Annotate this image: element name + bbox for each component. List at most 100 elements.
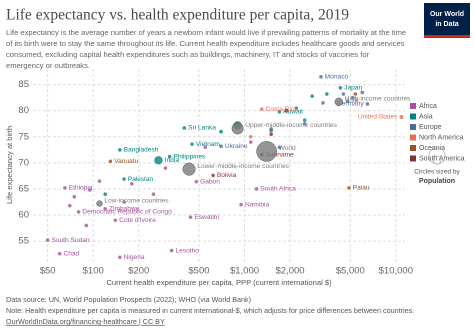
point-label: Pakistan [128,176,154,183]
x-tick-label: $2,000 [276,266,305,277]
legend-label: Oceania [419,145,445,152]
x-tick-label: $100 [83,266,104,277]
point [319,75,323,79]
subtitle-line: Life expectancy is the average number of… [6,28,406,37]
point-label: Zimbabwe [109,206,140,213]
point-label: Costa Rica [266,106,299,113]
y-tick-label: 60 [18,210,29,221]
point-label: Vietnam [196,141,221,148]
point [182,126,187,130]
point [108,159,113,164]
aggregate-bubble [182,162,196,176]
point-label: Palau [353,185,370,192]
point [76,210,81,214]
size-legend-circle [432,155,442,165]
point [103,192,107,196]
point [269,127,273,131]
point [325,92,329,96]
point [122,200,126,204]
legend-swatch [410,103,416,109]
legend-swatch [410,155,416,162]
point [188,215,193,219]
point [163,166,168,170]
point-label: Ethiopia [69,185,93,192]
x-tick-label: $5,000 [336,266,365,277]
x-tick-label: $500 [188,266,209,277]
point [167,154,172,159]
point [294,106,299,110]
size-legend-title: Circles sized by [414,169,460,176]
y-tick-label: 80 [18,105,29,116]
point-label: Cote d'Ivoire [119,217,156,224]
y-tick-label: 85 [18,79,29,90]
point-label: Upper-middle-income countries [245,122,337,129]
point-label: South Sudan [51,237,89,244]
point [353,92,358,96]
point [169,248,174,253]
point-label: Lesotho [175,247,199,254]
legend-swatch [410,134,416,141]
point-label: Germany [337,101,365,108]
link[interactable]: OurWorldInData.org/financing-healthcare … [6,317,165,326]
point-label: Japan [344,85,362,92]
logo-text: Our World [430,11,464,18]
point-label: United States [358,114,398,121]
point [347,186,351,190]
point-label: Eswatini [194,214,219,221]
note: Note: Health expenditure per capita is m… [6,306,414,315]
x-tick-label: $1,000 [230,266,259,277]
point [154,156,163,165]
point-label: Kuwait [283,109,303,116]
legend-swatch [410,124,416,130]
subtitle-line: emergency or outbreaks. [6,61,90,70]
point [302,118,307,122]
point [151,192,156,196]
point-label: South Africa [260,186,296,193]
logo-bar [424,35,470,38]
point-label: Gabon [200,178,220,185]
point-label: Namibia [245,201,270,208]
point-label: India [165,157,180,164]
point [345,99,350,104]
point [72,194,77,199]
point-label: Bolivia [217,172,237,179]
point [351,95,355,100]
point-label: Monaco [325,74,349,81]
legend-label: North America [419,134,463,141]
point-label: World [279,145,296,152]
point-label: Bangladesh [124,147,159,154]
point [219,144,223,148]
point-label: Suriname [266,151,295,158]
point-label: Lower-middle-income countries [197,163,289,170]
point [302,121,307,126]
point [122,177,126,181]
point [118,148,122,152]
logo-box [424,3,470,38]
point [360,90,365,95]
point [219,129,223,134]
point [84,223,89,228]
x-tick-label: $10,000 [379,266,413,277]
y-tick-label: 75 [18,131,29,142]
point [354,98,359,103]
logo-text: in Data [435,21,458,28]
legend-label: South America [419,155,465,162]
aggregate-bubble [334,97,344,107]
legend-label: Africa [419,103,437,110]
legend-swatch [410,145,416,151]
point [365,102,370,106]
x-tick-label: $200 [128,266,149,277]
point [130,181,134,186]
x-tick-label: $50 [40,266,56,277]
point [211,173,215,178]
logo: Our World in Data [424,3,470,38]
point [248,140,253,144]
point [277,109,282,114]
point [203,145,208,150]
point [341,92,346,96]
size-legend-variable: Population [419,178,455,185]
point [57,251,62,256]
aggregate-bubble [231,122,244,135]
legend-label: Europe [419,124,442,131]
point-label: Sri Lanka [188,125,216,132]
